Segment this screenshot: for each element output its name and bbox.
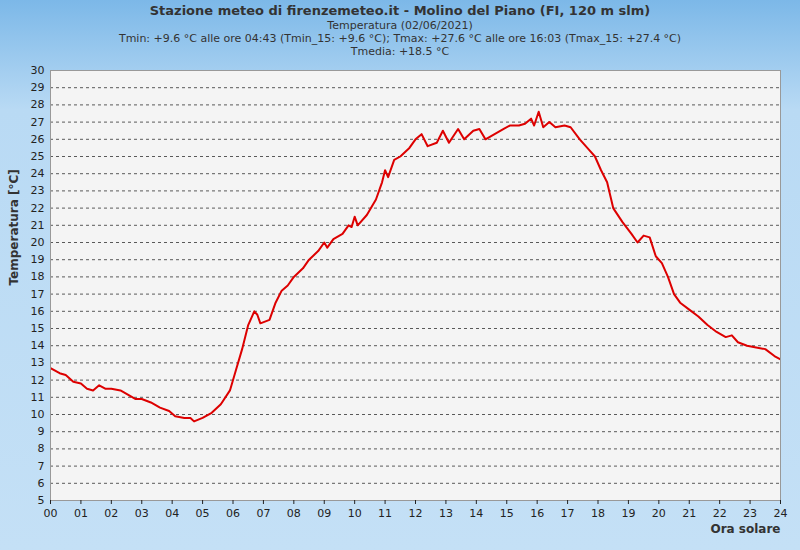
svg-text:18: 18 [31,270,45,283]
svg-text:22: 22 [31,202,45,215]
svg-text:27: 27 [31,116,45,129]
svg-text:19: 19 [31,253,45,266]
html-text:Stazione meteo di firenzemeteo: Stazione meteo di firenzemeteo.it - Moli… [149,3,651,18]
svg-text:05: 05 [196,507,210,520]
svg-text:16: 16 [31,305,45,318]
svg-text:10: 10 [348,507,362,520]
svg-text:24: 24 [31,167,45,180]
svg-text:7: 7 [38,460,45,473]
html-text:Tmedia: +18.5 °C: Tmedia: +18.5 °C [350,45,450,58]
svg-text:11: 11 [31,391,45,404]
svg-text:17: 17 [31,288,45,301]
svg-text:9: 9 [38,425,45,438]
svg-text:14: 14 [469,507,483,520]
svg-text:11: 11 [378,507,392,520]
svg-text:17: 17 [561,507,575,520]
svg-text:8: 8 [38,442,45,455]
svg-text:13: 13 [439,507,453,520]
svg-text:01: 01 [74,507,88,520]
svg-text:18: 18 [591,507,605,520]
svg-text:15: 15 [31,322,45,335]
svg-text:09: 09 [317,507,331,520]
svg-text:12: 12 [409,507,423,520]
svg-text:13: 13 [31,356,45,369]
svg-text:26: 26 [31,133,45,146]
svg-text:29: 29 [31,81,45,94]
svg-text:20: 20 [31,236,45,249]
svg-text:23: 23 [743,507,757,520]
svg-text:19: 19 [621,507,635,520]
svg-text:5: 5 [38,494,45,507]
svg-text:04: 04 [165,507,179,520]
svg-text:25: 25 [31,150,45,163]
svg-text:14: 14 [31,339,45,352]
svg-text:22: 22 [713,507,727,520]
html-text:Tmin: +9.6 °C alle ore 04:43 (: Tmin: +9.6 °C alle ore 04:43 (Tmin_15: +… [118,32,682,45]
svg-text:06: 06 [226,507,240,520]
svg-text:00: 00 [44,507,58,520]
svg-text:16: 16 [530,507,544,520]
svg-text:12: 12 [31,374,45,387]
svg-text:20: 20 [652,507,666,520]
html-text:Temperatura (02/06/2021): Temperatura (02/06/2021) [327,19,473,32]
svg-text:21: 21 [31,219,45,232]
svg-text:10: 10 [31,408,45,421]
svg-text:23: 23 [31,184,45,197]
svg-text:Ora solare: Ora solare [710,522,780,536]
svg-text:07: 07 [256,507,270,520]
svg-text:03: 03 [135,507,149,520]
svg-text:08: 08 [287,507,301,520]
svg-text:15: 15 [500,507,514,520]
svg-text:21: 21 [682,507,696,520]
svg-text:30: 30 [31,65,45,77]
svg-text:28: 28 [31,98,45,111]
svg-text:24: 24 [774,507,788,520]
svg-text:6: 6 [38,477,45,490]
svg-text:Temperatura [°C]: Temperatura [°C] [7,169,21,285]
svg-text:02: 02 [104,507,118,520]
